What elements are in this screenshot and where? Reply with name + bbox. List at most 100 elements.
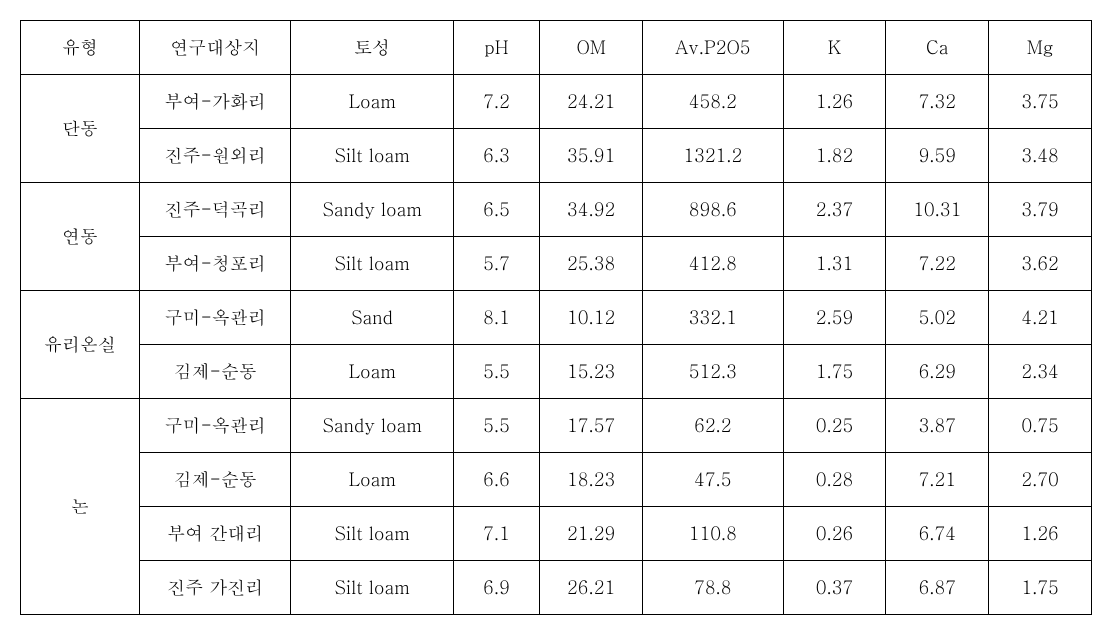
cell-k: 1.31	[783, 237, 886, 291]
cell-ca: 6.29	[886, 345, 989, 399]
cell-mg: 1.26	[989, 507, 1092, 561]
cell-k: 0.25	[783, 399, 886, 453]
soil-properties-table: 유형 연구대상지 토성 pH OM Av.P2O5 K Ca Mg 단동 부여-…	[20, 20, 1092, 615]
cell-ca: 6.87	[886, 561, 989, 615]
header-om: OM	[540, 21, 643, 75]
cell-avp: 62.2	[643, 399, 784, 453]
cell-ca: 5.02	[886, 291, 989, 345]
cell-k: 2.59	[783, 291, 886, 345]
cell-soil: Sandy loam	[291, 399, 453, 453]
cell-mg: 4.21	[989, 291, 1092, 345]
cell-om: 34.92	[540, 183, 643, 237]
cell-avp: 110.8	[643, 507, 784, 561]
cell-om: 10.12	[540, 291, 643, 345]
cell-k: 1.26	[783, 75, 886, 129]
cell-mg: 3.79	[989, 183, 1092, 237]
cell-avp: 512.3	[643, 345, 784, 399]
header-soil: 토성	[291, 21, 453, 75]
cell-k: 1.75	[783, 345, 886, 399]
cell-avp: 458.2	[643, 75, 784, 129]
cell-avp: 1321.2	[643, 129, 784, 183]
cell-k: 2.37	[783, 183, 886, 237]
cell-ph: 6.6	[453, 453, 540, 507]
cell-om: 15.23	[540, 345, 643, 399]
cell-type: 연동	[21, 183, 140, 291]
cell-mg: 3.62	[989, 237, 1092, 291]
table-row: 진주 가진리 Silt loam 6.9 26.21 78.8 0.37 6.8…	[21, 561, 1092, 615]
table-row: 부여 간대리 Silt loam 7.1 21.29 110.8 0.26 6.…	[21, 507, 1092, 561]
table-row: 진주-원외리 Silt loam 6.3 35.91 1321.2 1.82 9…	[21, 129, 1092, 183]
cell-soil: Sand	[291, 291, 453, 345]
cell-site: 김제-순동	[140, 453, 291, 507]
cell-om: 35.91	[540, 129, 643, 183]
table-body: 단동 부여-가화리 Loam 7.2 24.21 458.2 1.26 7.32…	[21, 75, 1092, 615]
cell-om: 17.57	[540, 399, 643, 453]
header-ca: Ca	[886, 21, 989, 75]
cell-ph: 7.2	[453, 75, 540, 129]
cell-type: 논	[21, 399, 140, 615]
header-mg: Mg	[989, 21, 1092, 75]
table-row: 김제-순동 Loam 5.5 15.23 512.3 1.75 6.29 2.3…	[21, 345, 1092, 399]
cell-om: 21.29	[540, 507, 643, 561]
table-row: 단동 부여-가화리 Loam 7.2 24.21 458.2 1.26 7.32…	[21, 75, 1092, 129]
cell-ph: 6.5	[453, 183, 540, 237]
cell-site: 진주-원외리	[140, 129, 291, 183]
cell-om: 26.21	[540, 561, 643, 615]
cell-ph: 6.3	[453, 129, 540, 183]
cell-soil: Silt loam	[291, 507, 453, 561]
cell-site: 진주-덕곡리	[140, 183, 291, 237]
cell-ph: 8.1	[453, 291, 540, 345]
cell-ph: 5.7	[453, 237, 540, 291]
cell-site: 구미-옥관리	[140, 291, 291, 345]
cell-k: 1.82	[783, 129, 886, 183]
cell-om: 18.23	[540, 453, 643, 507]
cell-mg: 0.75	[989, 399, 1092, 453]
cell-mg: 3.48	[989, 129, 1092, 183]
cell-ca: 9.59	[886, 129, 989, 183]
cell-soil: Sandy loam	[291, 183, 453, 237]
cell-avp: 898.6	[643, 183, 784, 237]
table-row: 부여-청포리 Silt loam 5.7 25.38 412.8 1.31 7.…	[21, 237, 1092, 291]
cell-avp: 412.8	[643, 237, 784, 291]
cell-ca: 6.74	[886, 507, 989, 561]
table-row: 김제-순동 Loam 6.6 18.23 47.5 0.28 7.21 2.70	[21, 453, 1092, 507]
header-k: K	[783, 21, 886, 75]
cell-site: 김제-순동	[140, 345, 291, 399]
cell-mg: 3.75	[989, 75, 1092, 129]
cell-soil: Silt loam	[291, 561, 453, 615]
cell-ca: 7.22	[886, 237, 989, 291]
cell-soil: Loam	[291, 453, 453, 507]
cell-soil: Loam	[291, 345, 453, 399]
cell-ca: 3.87	[886, 399, 989, 453]
table-row: 연동 진주-덕곡리 Sandy loam 6.5 34.92 898.6 2.3…	[21, 183, 1092, 237]
cell-mg: 2.34	[989, 345, 1092, 399]
cell-avp: 47.5	[643, 453, 784, 507]
cell-site: 구미-옥관리	[140, 399, 291, 453]
header-avp: Av.P2O5	[643, 21, 784, 75]
cell-soil: Silt loam	[291, 129, 453, 183]
cell-ca: 7.21	[886, 453, 989, 507]
cell-ph: 7.1	[453, 507, 540, 561]
header-ph: pH	[453, 21, 540, 75]
cell-ph: 5.5	[453, 345, 540, 399]
cell-ca: 10.31	[886, 183, 989, 237]
cell-soil: Loam	[291, 75, 453, 129]
cell-mg: 2.70	[989, 453, 1092, 507]
cell-ca: 7.32	[886, 75, 989, 129]
cell-site: 부여-청포리	[140, 237, 291, 291]
cell-soil: Silt loam	[291, 237, 453, 291]
cell-site: 진주 가진리	[140, 561, 291, 615]
header-type: 유형	[21, 21, 140, 75]
cell-ph: 5.5	[453, 399, 540, 453]
table-header-row: 유형 연구대상지 토성 pH OM Av.P2O5 K Ca Mg	[21, 21, 1092, 75]
cell-site: 부여-가화리	[140, 75, 291, 129]
table-row: 유리온실 구미-옥관리 Sand 8.1 10.12 332.1 2.59 5.…	[21, 291, 1092, 345]
cell-k: 0.26	[783, 507, 886, 561]
cell-avp: 332.1	[643, 291, 784, 345]
cell-type: 유리온실	[21, 291, 140, 399]
cell-k: 0.37	[783, 561, 886, 615]
cell-om: 25.38	[540, 237, 643, 291]
cell-om: 24.21	[540, 75, 643, 129]
cell-mg: 1.75	[989, 561, 1092, 615]
cell-type: 단동	[21, 75, 140, 183]
